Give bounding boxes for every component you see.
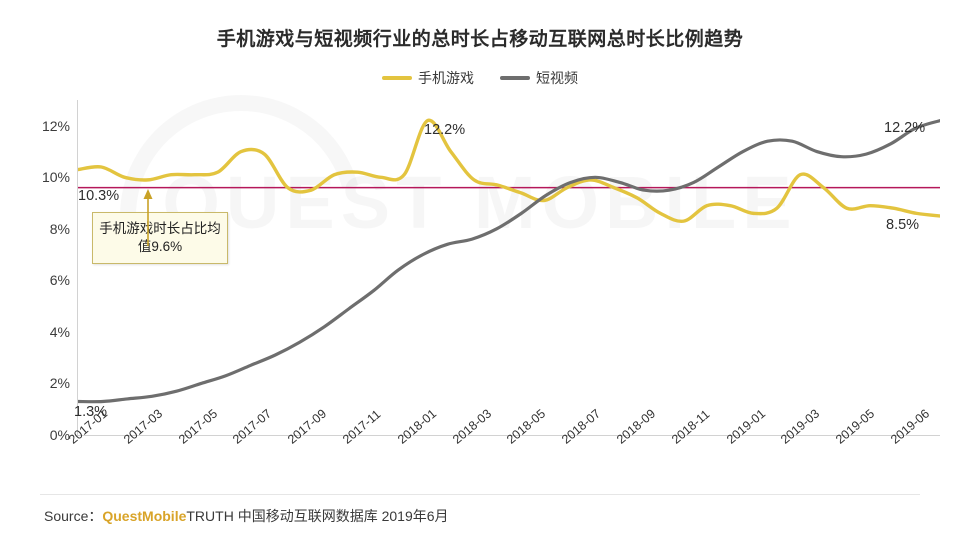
y-axis-ticks: 0% 2% 4% 6% 8% 10% 12%: [0, 100, 70, 443]
y-axis-line: [77, 100, 78, 436]
chart-title: 手机游戏与短视频行业的总时长占移动互联网总时长比例趋势: [216, 29, 744, 50]
series-line-short-video: [78, 119, 940, 404]
series-lines: [78, 118, 940, 404]
annotation-callout: 手机游戏时长占比均值9.6%: [92, 212, 228, 265]
legend-swatch-mobile-game: [382, 76, 412, 80]
source-rest: TRUTH 中国移动互联网数据库 2019年6月: [186, 508, 449, 524]
x-axis-line: [77, 435, 940, 436]
data-label: 12.2%: [884, 120, 926, 136]
plot-area: [78, 100, 940, 435]
y-axis-tick: 0%: [49, 427, 70, 443]
source-brand: QuestMobile: [102, 508, 187, 524]
legend-item-short-video[interactable]: 短视频: [500, 68, 578, 88]
y-axis-tick: 6%: [49, 272, 70, 289]
data-label: 12.2%: [424, 122, 466, 138]
x-axis-labels: 2017-01 2017-03 2017-05 2017-07 2017-09 2017-…: [0, 407, 960, 506]
data-label: 8.5%: [886, 217, 920, 233]
data-label: 1.3%: [74, 404, 108, 420]
y-axis-tick: 10%: [41, 169, 70, 186]
legend-label-mobile-game: 手机游戏: [418, 70, 474, 86]
source-note: Source：QuestMobileTRUTH 中国移动互联网数据库 2019年…: [44, 506, 449, 526]
footer-divider: [40, 494, 920, 495]
y-axis-tick: 2%: [49, 375, 70, 392]
chart-legend: 手机游戏 短视频: [0, 68, 960, 88]
y-axis-tick: 4%: [49, 323, 70, 340]
annotation-arrow: [143, 188, 153, 246]
legend-item-mobile-game[interactable]: 手机游戏: [382, 68, 474, 88]
data-label: 10.3%: [78, 188, 120, 204]
legend-label-short-video: 短视频: [536, 70, 578, 86]
legend-swatch-short-video: [500, 76, 530, 80]
source-prefix: Source：: [44, 508, 103, 524]
y-axis-tick: 8%: [49, 220, 70, 237]
y-axis-tick: 12%: [41, 117, 70, 134]
series-line-mobile-game: [78, 118, 940, 224]
annotation-text: 手机游戏时长占比均值9.6%: [99, 221, 221, 255]
